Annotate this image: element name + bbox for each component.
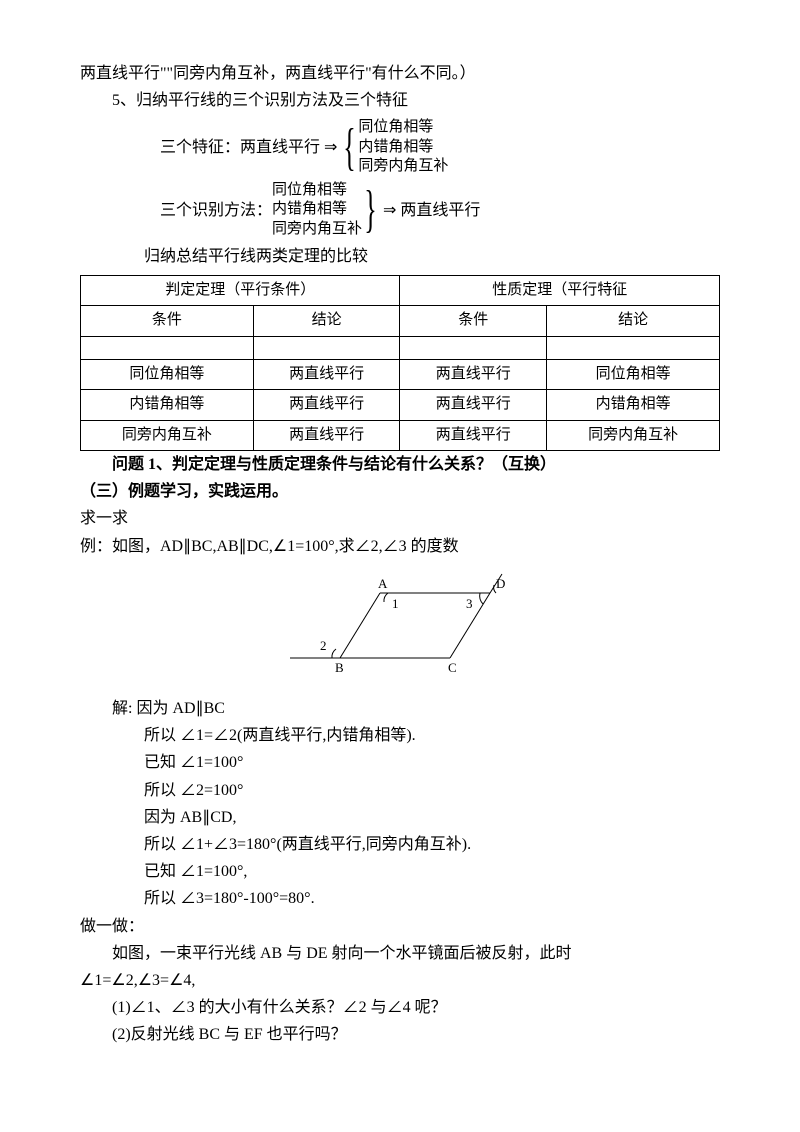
section-3-heading: （三）例题学习，实践运用。 (80, 478, 720, 505)
solution-line: 所以 ∠3=180°-100°=80°. (144, 885, 720, 912)
table-row: 同位角相等 两直线平行 两直线平行 同位角相等 (81, 359, 720, 390)
do-question-1: (1)∠1、∠3 的大小有什么关系？∠2 与∠4 呢？ (80, 994, 720, 1021)
feature-item: 内错角相等 (358, 138, 448, 158)
table-row: 内错角相等 两直线平行 两直线平行 内错角相等 (81, 390, 720, 421)
question-1: 问题 1、判定定理与性质定理条件与结论有什么关系？（互换） (80, 451, 720, 478)
methods-list: 同位角相等 内错角相等 同旁内角互补 (272, 181, 362, 240)
svg-text:C: C (448, 660, 457, 675)
table-cell: 条件 (81, 306, 254, 337)
method-item: 内错角相等 (272, 200, 362, 220)
methods-label: 三个识别方法： (160, 197, 272, 224)
svg-text:1: 1 (392, 596, 399, 611)
table-cell: 同旁内角互补 (547, 420, 720, 451)
features-list: 同位角相等 内错角相等 同旁内角互补 (358, 118, 448, 177)
solution-label: 解: 因为 AD∥BC (112, 695, 720, 722)
features-label: 三个特征：两直线平行 (160, 134, 320, 161)
table-cell: 两直线平行 (253, 420, 400, 451)
table-row: 同旁内角互补 两直线平行 两直线平行 同旁内角互补 (81, 420, 720, 451)
table-row (81, 336, 720, 359)
do-question-2: (2)反射光线 BC 与 EF 也平行吗？ (80, 1021, 720, 1048)
table-cell: 两直线平行 (400, 359, 547, 390)
do-line-2: ∠1=∠2,∠3=∠4, (80, 967, 720, 994)
svg-text:D: D (496, 576, 505, 591)
table-cell: 结论 (547, 306, 720, 337)
feature-item: 同旁内角互补 (358, 157, 448, 177)
table-cell: 两直线平行 (253, 359, 400, 390)
methods-result: 两直线平行 (400, 197, 480, 224)
table-cell: 同旁内角互补 (81, 420, 254, 451)
solution-line: 所以 ∠1+∠3=180°(两直线平行,同旁内角互补). (144, 831, 720, 858)
svg-text:A: A (378, 576, 388, 591)
comparison-table: 判定定理（平行条件） 性质定理（平行特征 条件 结论 条件 结论 同位角相等 两… (80, 275, 720, 452)
table-cell: 两直线平行 (400, 420, 547, 451)
solution-line: 已知 ∠1=100° (144, 749, 720, 776)
left-brace-icon: { (344, 122, 356, 174)
point-5: 5、归纳平行线的三个识别方法及三个特征 (80, 87, 720, 114)
solution-line: 所以 ∠1=∠2(两直线平行,内错角相等). (144, 722, 720, 749)
do-line-1: 如图，一束平行光线 AB 与 DE 射向一个水平镜面后被反射，此时 (80, 940, 720, 967)
solution-line: 因为 AB∥CD, (144, 804, 720, 831)
table-cell: 同位角相等 (547, 359, 720, 390)
method-item: 同位角相等 (272, 181, 362, 201)
table-row: 判定定理（平行条件） 性质定理（平行特征 (81, 275, 720, 306)
three-features: 三个特征：两直线平行 ⇒ { 同位角相等 内错角相等 同旁内角互补 (160, 118, 720, 177)
table-cell: 两直线平行 (400, 390, 547, 421)
find-heading: 求一求 (80, 505, 720, 532)
svg-text:3: 3 (466, 596, 473, 611)
table-cell: 内错角相等 (547, 390, 720, 421)
method-item: 同旁内角互补 (272, 220, 362, 240)
table-cell: 同位角相等 (81, 359, 254, 390)
three-methods: 三个识别方法： 同位角相等 内错角相等 同旁内角互补 } ⇒ 两直线平行 (160, 181, 720, 240)
do-heading: 做一做： (80, 913, 720, 940)
table-cell: 条件 (400, 306, 547, 337)
svg-text:B: B (335, 660, 344, 675)
table-row: 条件 结论 条件 结论 (81, 306, 720, 337)
table-cell: 内错角相等 (81, 390, 254, 421)
example-statement: 例：如图，AD∥BC,AB∥DC,∠1=100°,求∠2,∠3 的度数 (80, 533, 720, 560)
svg-text:2: 2 (320, 638, 327, 653)
arrow-icon: ⇒ (383, 197, 396, 224)
intro-text: 两直线平行""同旁内角互补，两直线平行"有什么不同。） (80, 60, 720, 87)
table-cell: 结论 (253, 306, 400, 337)
solution-line: 已知 ∠1=100°, (144, 858, 720, 885)
feature-item: 同位角相等 (358, 118, 448, 138)
table-header: 判定定理（平行条件） (81, 275, 400, 306)
table-header: 性质定理（平行特征 (400, 275, 720, 306)
right-brace-icon: } (364, 184, 376, 236)
arrow-icon: ⇒ (324, 134, 337, 161)
parallelogram-diagram: A B C D 1 2 3 (80, 568, 720, 687)
summary-line: 归纳总结平行线两类定理的比较 (80, 243, 720, 270)
table-cell: 两直线平行 (253, 390, 400, 421)
solution-line: 所以 ∠2=100° (144, 777, 720, 804)
